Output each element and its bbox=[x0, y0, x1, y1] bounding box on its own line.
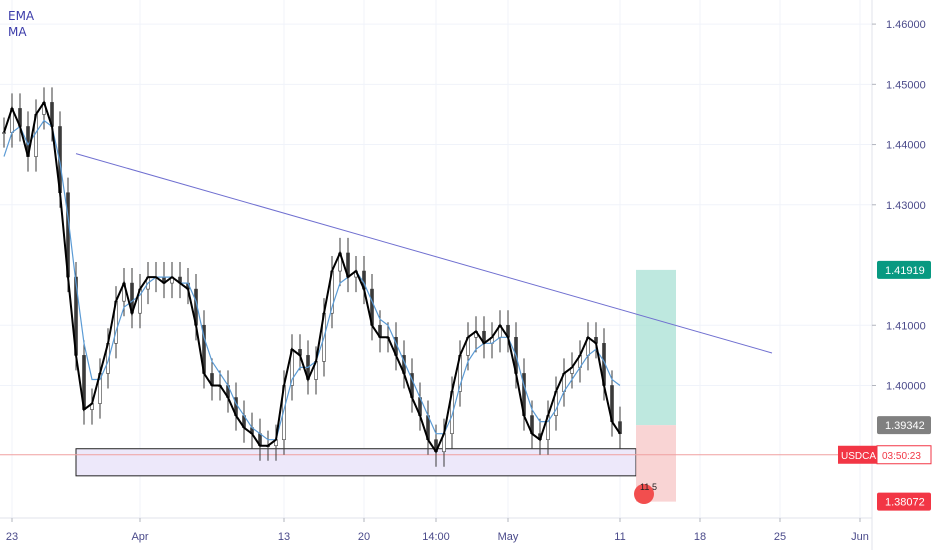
price-tick-label: 1.43000 bbox=[886, 200, 926, 212]
position-profit-zone bbox=[636, 269, 676, 426]
countdown-label: 03:50:23 bbox=[882, 451, 921, 462]
price-tick-label: 1.46000 bbox=[886, 19, 926, 31]
time-tick-label: 18 bbox=[694, 531, 706, 543]
calendar-badge-label: 11 bbox=[640, 482, 649, 492]
time-tick-label: 13 bbox=[278, 531, 290, 543]
price-label-box bbox=[877, 492, 931, 511]
legend-ma[interactable]: MA bbox=[8, 25, 27, 39]
legend-ema[interactable]: EMA bbox=[8, 9, 35, 23]
time-tick-label: 11 bbox=[614, 531, 625, 543]
price-label-box bbox=[877, 416, 931, 435]
calendar-badge-label: 5 bbox=[652, 482, 657, 492]
time-tick-label: Apr bbox=[131, 531, 148, 543]
series-line-ma bbox=[3, 119, 621, 441]
price-tick-label: 1.40000 bbox=[886, 380, 926, 392]
time-tick-label: 20 bbox=[358, 531, 370, 543]
time-tick-label: 23 bbox=[6, 531, 18, 543]
price-label-box bbox=[877, 260, 931, 279]
price-label-value: 1.38072 bbox=[885, 497, 925, 509]
countdown-label-box bbox=[876, 445, 932, 465]
trendline bbox=[75, 153, 773, 354]
time-tick-label: May bbox=[498, 531, 519, 543]
time-tick-label: 25 bbox=[774, 531, 786, 543]
candle-body bbox=[2, 132, 6, 134]
indicator-legend: EMA MA bbox=[8, 8, 34, 40]
time-tick-label: Jun bbox=[851, 531, 869, 543]
symbol-label: USDCAD bbox=[841, 451, 883, 462]
symbol-label-box bbox=[838, 445, 878, 464]
price-tick-label: 1.45000 bbox=[886, 79, 926, 91]
price-label-value: 1.41919 bbox=[885, 265, 925, 277]
price-tick-label: 1.44000 bbox=[886, 140, 926, 152]
price-tick-label: 1.41000 bbox=[886, 320, 926, 332]
support-zone bbox=[75, 448, 637, 477]
event-calendar-icon bbox=[634, 484, 654, 504]
price-label-value: 1.39342 bbox=[885, 420, 925, 432]
series-line-ema bbox=[3, 100, 621, 454]
grid bbox=[0, 0, 872, 518]
time-tick-label: 14:00 bbox=[422, 531, 450, 543]
